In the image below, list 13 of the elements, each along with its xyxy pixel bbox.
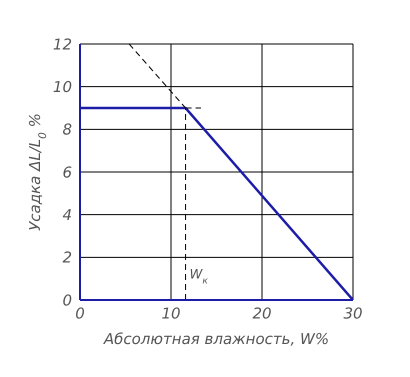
y-tick-label: 2 <box>62 248 72 267</box>
x-tick-label: 30 <box>343 304 363 323</box>
annotation: W$_{к}$ <box>190 268 208 287</box>
y-tick-label: 10 <box>52 78 72 96</box>
y-tick-label: 6 <box>62 163 72 182</box>
x-tick-label: 10 <box>161 304 181 323</box>
y-tick-label: 8 <box>62 120 72 139</box>
x-tick-label: 20 <box>252 304 272 323</box>
y-tick-label: 0 <box>62 291 72 310</box>
y-tick-label: 4 <box>62 206 72 224</box>
y-tick-label: 12 <box>52 35 72 54</box>
x-tick-label: 0 <box>75 304 85 323</box>
x-axis-title: Абсолютная влажность, W% <box>102 330 330 348</box>
